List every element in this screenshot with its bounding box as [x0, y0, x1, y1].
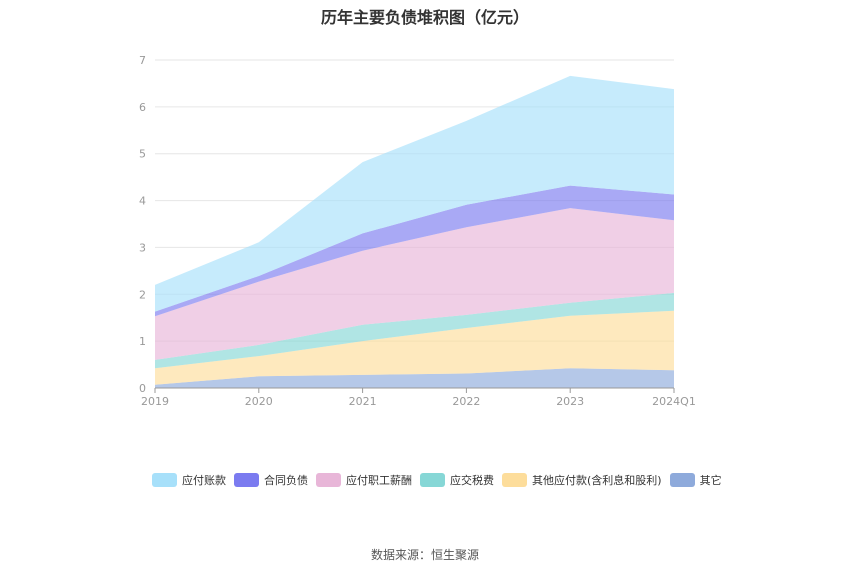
axes: 0 1 2 3 4 5 6 7 2019 2020 2021 2022 2023 2024Q1 [139, 54, 696, 408]
legend-swatch [234, 473, 259, 487]
legend-item[interactable]: 合同负债 [234, 472, 308, 488]
legend-swatch [316, 473, 341, 487]
legend-label: 应交税费 [450, 474, 494, 487]
legend-item[interactable]: 其它 [669, 472, 722, 488]
legend-item[interactable]: 应付账款 [152, 472, 226, 488]
source-text: 数据来源：恒生聚源 [370, 548, 479, 562]
x-tick-label: 2023 [556, 395, 584, 408]
legend-swatch [502, 473, 527, 487]
legend: 应付账款 合同负债 应付职工薪酬 应交税费 其他应付款(含利息和股利) 其它 [152, 472, 772, 488]
x-tick-label: 2020 [245, 395, 273, 408]
legend-label: 其他应付款(含利息和股利) [532, 474, 662, 487]
legend-swatch [669, 473, 695, 487]
y-tick-label: 2 [139, 288, 146, 301]
legend-label: 合同负债 [264, 474, 308, 487]
area-series-0[interactable] [155, 368, 674, 388]
legend-swatch [152, 473, 177, 487]
legend-item[interactable]: 应付职工薪酬 [316, 472, 412, 488]
legend-label: 其它 [699, 474, 722, 487]
y-tick-label: 5 [139, 148, 146, 161]
area-series-4[interactable] [155, 185, 674, 317]
area-series-3[interactable] [155, 208, 674, 360]
legend-swatch [420, 473, 445, 487]
y-tick-label: 3 [139, 241, 146, 254]
y-tick-label: 0 [139, 382, 146, 395]
x-tick-label: 2022 [452, 395, 480, 408]
area-series-5[interactable] [155, 75, 674, 312]
y-tick-label: 7 [139, 54, 146, 67]
chart-title: 历年主要负债堆积图（亿元） [320, 8, 529, 27]
area-series-1[interactable] [155, 310, 674, 385]
legend-label: 应付职工薪酬 [346, 474, 412, 487]
area-series-2[interactable] [155, 292, 674, 369]
y-tick-label: 4 [139, 195, 146, 208]
legend-label: 应付账款 [182, 474, 226, 487]
x-tick-label: 2019 [141, 395, 169, 408]
x-tick-label: 2021 [349, 395, 377, 408]
y-tick-label: 6 [139, 101, 146, 114]
y-tick-label: 1 [139, 335, 146, 348]
legend-item[interactable]: 应交税费 [420, 472, 494, 488]
legend-item[interactable]: 其他应付款(含利息和股利) [502, 472, 662, 488]
area-series-layer [155, 75, 674, 388]
x-tick-label: 2024Q1 [652, 395, 696, 408]
